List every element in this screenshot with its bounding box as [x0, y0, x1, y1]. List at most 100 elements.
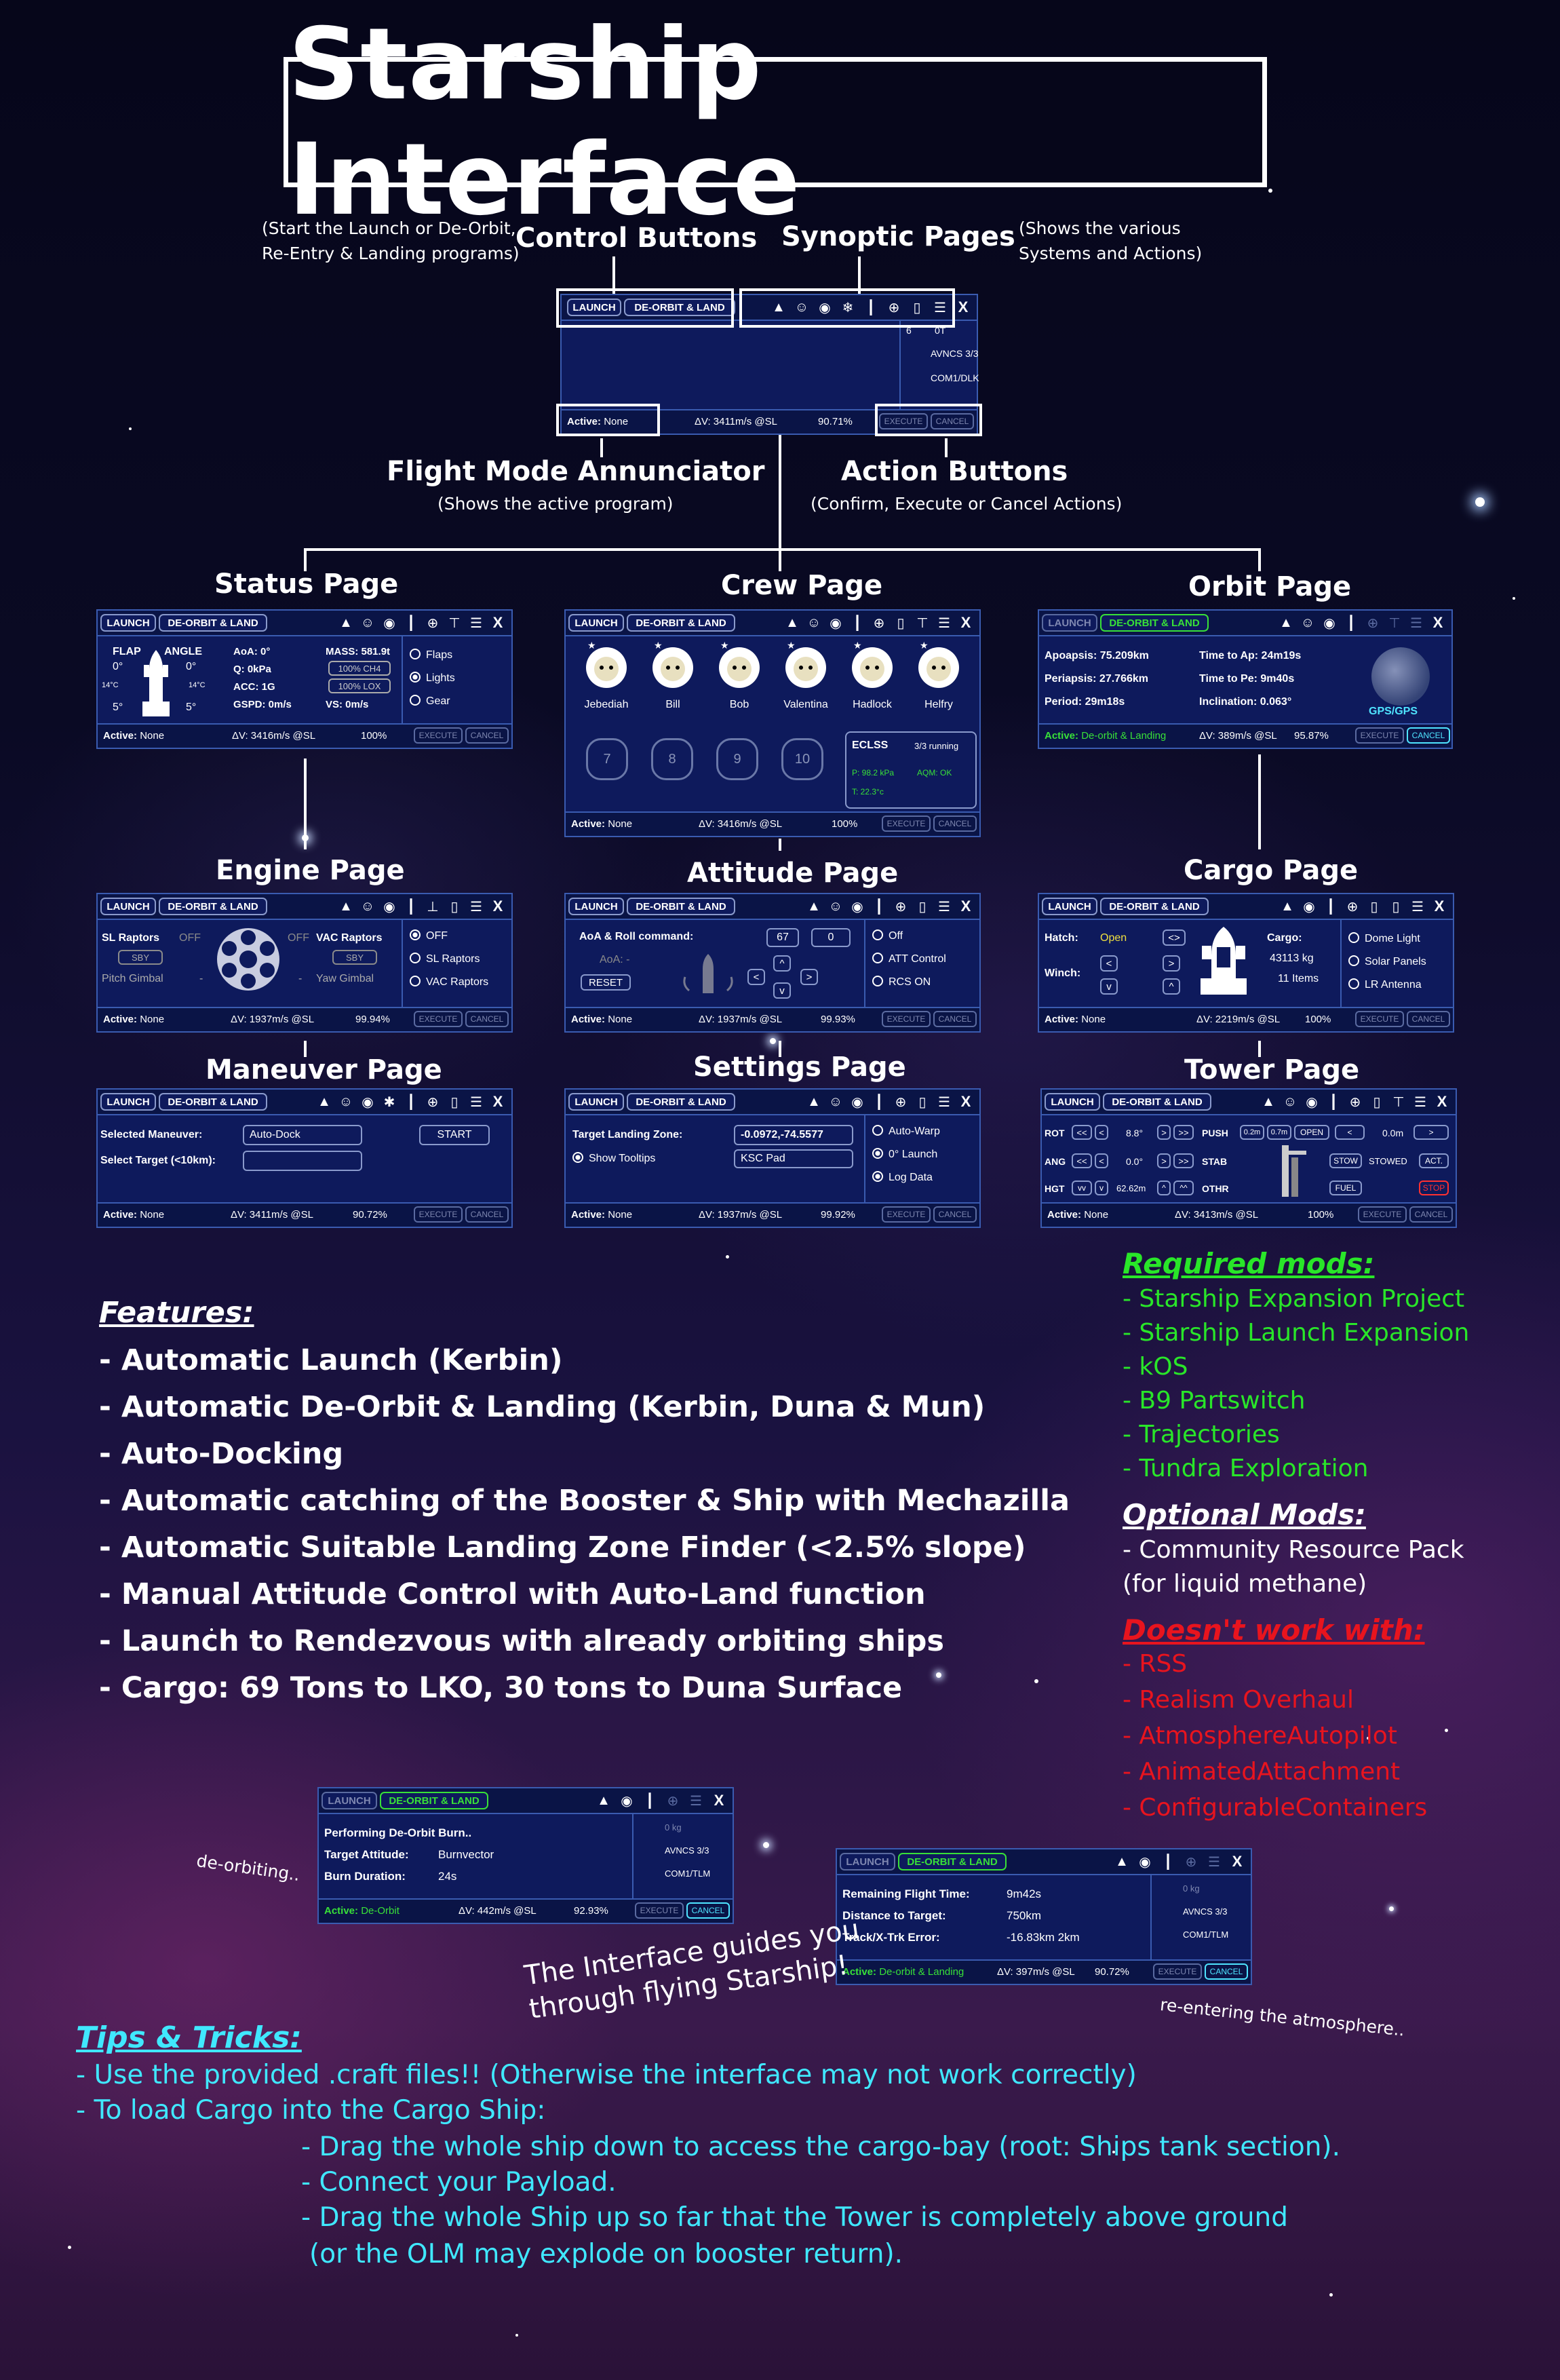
cancel-button[interactable]: CANCEL [1409, 1206, 1453, 1223]
ang-left[interactable]: < [1095, 1153, 1108, 1168]
crosshair-icon[interactable]: ⊕ [427, 1094, 439, 1110]
crew-icon[interactable]: ☺ [794, 299, 809, 315]
ang-fast-right[interactable]: >> [1173, 1153, 1194, 1168]
ship-icon[interactable]: ▲ [339, 898, 353, 914]
deorbit-land-button[interactable]: DE-ORBIT & LAND [159, 898, 267, 915]
orbit-icon[interactable]: ◉ [383, 899, 395, 915]
menu-icon[interactable]: ☰ [470, 899, 482, 915]
lights-toggle[interactable]: Lights [410, 672, 455, 685]
deorbit-land-button[interactable]: DE-ORBIT & LAND [627, 1093, 735, 1111]
execute-button[interactable]: EXECUTE [635, 1902, 684, 1919]
ship-icon[interactable]: ▲ [807, 898, 821, 914]
close-icon[interactable]: X [1437, 1093, 1447, 1110]
ship-icon[interactable]: ▲ [317, 1094, 331, 1109]
tower-icon[interactable]: ⊤ [916, 615, 929, 631]
orbit-icon[interactable]: ◉ [851, 1094, 863, 1110]
winch-down-button[interactable]: v [1100, 978, 1118, 995]
cancel-button[interactable]: CANCEL [686, 1902, 730, 1919]
deorbit-land-button[interactable]: DE-ORBIT & LAND [627, 614, 735, 632]
launch-button[interactable]: LAUNCH [568, 614, 624, 632]
menu-icon[interactable]: ☰ [938, 899, 950, 915]
cancel-button[interactable]: CANCEL [933, 1011, 977, 1027]
orbit-icon[interactable]: ◉ [1323, 615, 1335, 631]
rot-fast-left[interactable]: << [1072, 1125, 1092, 1140]
hatch-toggle-button[interactable]: <> [1163, 929, 1186, 946]
crew-member[interactable]: ★ Bill [638, 640, 705, 715]
crosshair-icon[interactable]: ⊕ [667, 1793, 679, 1809]
cancel-button[interactable]: CANCEL [933, 815, 977, 832]
roll-command-input[interactable]: 0 [811, 928, 851, 947]
ship-icon[interactable]: ▲ [1281, 898, 1294, 914]
thermometer-icon[interactable]: ┃ [406, 1094, 416, 1110]
execute-button[interactable]: EXECUTE [414, 1011, 463, 1027]
deorbit-land-button[interactable]: DE-ORBIT & LAND [1100, 614, 1209, 632]
launch-button[interactable]: LAUNCH [1042, 614, 1097, 632]
ship-icon[interactable]: ▲ [772, 299, 785, 315]
close-icon[interactable]: X [958, 299, 969, 315]
ship-icon[interactable]: ▲ [785, 615, 799, 630]
deorbit-land-button[interactable]: DE-ORBIT & LAND [1103, 1093, 1211, 1111]
crew-member[interactable]: ★ Helfry [903, 640, 971, 715]
maneuver-select[interactable]: Auto-Dock [243, 1125, 362, 1145]
battery-icon[interactable]: ▯ [897, 615, 905, 631]
launch-button[interactable]: LAUNCH [100, 898, 156, 915]
menu-icon[interactable]: ☰ [1208, 1854, 1220, 1870]
att-control-option[interactable]: ATT Control [872, 953, 946, 965]
cancel-button[interactable]: CANCEL [1407, 727, 1450, 744]
thermometer-icon[interactable]: ┃ [1346, 615, 1356, 631]
rot-right[interactable]: > [1157, 1125, 1171, 1140]
close-icon[interactable]: X [492, 1093, 503, 1110]
close-icon[interactable]: X [960, 614, 971, 631]
launch-button[interactable]: LAUNCH [100, 1093, 156, 1111]
launch-button[interactable]: LAUNCH [567, 299, 621, 316]
ship-icon[interactable]: ▲ [1115, 1854, 1129, 1869]
cargo-icon[interactable]: ▯ [1370, 899, 1378, 915]
fuel-button[interactable]: FUEL [1329, 1181, 1362, 1195]
thermometer-icon[interactable]: ┃ [866, 300, 876, 315]
gear-toggle[interactable]: Gear [410, 695, 450, 708]
execute-button[interactable]: EXECUTE [879, 413, 928, 429]
deorbit-land-button[interactable]: DE-ORBIT & LAND [898, 1853, 1007, 1870]
launch-button[interactable]: LAUNCH [1042, 898, 1097, 915]
close-icon[interactable]: X [1432, 614, 1443, 631]
start-button[interactable]: START [419, 1125, 490, 1145]
aoa-command-input[interactable]: 67 [766, 928, 799, 947]
target-select[interactable] [243, 1151, 362, 1171]
orbit-icon[interactable]: ◉ [1303, 899, 1315, 915]
crosshair-icon[interactable]: ⊕ [888, 300, 900, 315]
crosshair-icon[interactable]: ⊕ [1367, 615, 1379, 631]
orbit-icon[interactable]: ◉ [851, 899, 863, 915]
ang-right[interactable]: > [1157, 1153, 1171, 1168]
battery-icon[interactable]: ▯ [918, 899, 927, 915]
crew-member[interactable]: ★ Jebediah [571, 640, 639, 715]
execute-button[interactable]: EXECUTE [414, 727, 463, 744]
battery-icon[interactable]: ▯ [450, 1094, 459, 1110]
landing-site-select[interactable]: KSC Pad [734, 1149, 853, 1168]
menu-icon[interactable]: ☰ [938, 615, 950, 631]
thermometer-icon[interactable]: ┃ [874, 1094, 884, 1110]
launch-button[interactable]: LAUNCH [840, 1853, 895, 1870]
hgt-up[interactable]: ^ [1157, 1181, 1171, 1195]
menu-icon[interactable]: ☰ [690, 1793, 702, 1809]
orbit-icon[interactable]: ◉ [362, 1094, 374, 1110]
crew-icon[interactable]: ☺ [360, 615, 375, 630]
crew-icon[interactable]: ☺ [360, 898, 375, 914]
close-icon[interactable]: X [492, 898, 503, 915]
execute-button[interactable]: EXECUTE [882, 1011, 931, 1027]
thermometer-icon[interactable]: ┃ [1329, 1094, 1338, 1110]
tower-icon[interactable]: ⊤ [1392, 1094, 1405, 1110]
thermometer-icon[interactable]: ┃ [1163, 1854, 1173, 1870]
open-button[interactable]: OPEN [1294, 1125, 1329, 1140]
cancel-button[interactable]: CANCEL [1407, 1011, 1450, 1027]
close-icon[interactable]: X [1434, 898, 1445, 915]
battery-icon[interactable]: ▯ [1373, 1094, 1381, 1110]
crew-icon[interactable]: ☺ [828, 1094, 843, 1109]
maneuver-icon[interactable]: ✱ [383, 1094, 395, 1110]
crosshair-icon[interactable]: ⊕ [1346, 899, 1359, 915]
lr-antenna-toggle[interactable]: LR Antenna [1348, 978, 1422, 991]
arms-left-button[interactable]: < [1335, 1125, 1365, 1140]
close-icon[interactable]: X [1232, 1853, 1243, 1870]
menu-icon[interactable]: ☰ [1410, 615, 1422, 631]
execute-button[interactable]: EXECUTE [882, 815, 931, 832]
engine-icon[interactable]: ⊥ [427, 899, 439, 915]
